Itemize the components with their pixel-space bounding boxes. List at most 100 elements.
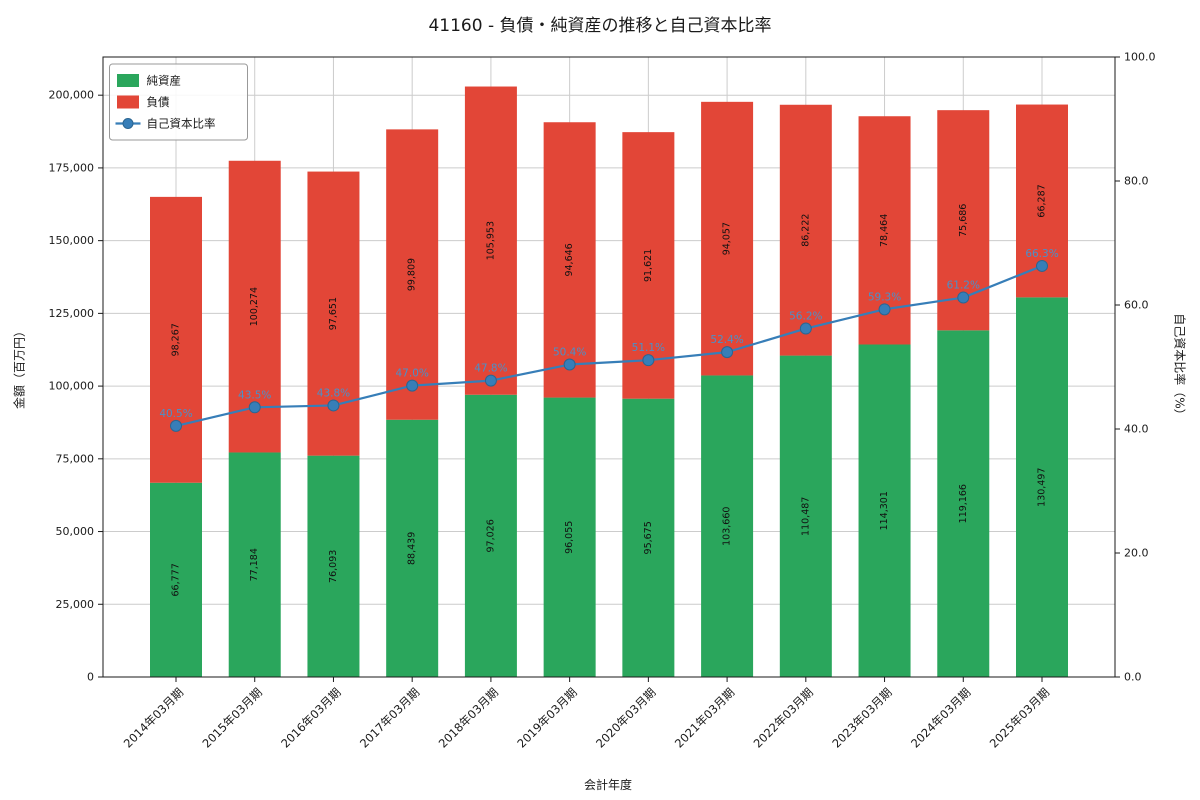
- legend-label: 純資産: [147, 74, 182, 88]
- ratio-marker: [721, 346, 734, 359]
- bar-value-label-net-assets: 96,055: [564, 521, 575, 554]
- x-tick-label: 2020年03月期: [593, 685, 658, 750]
- y-left-tick-label: 125,000: [49, 307, 95, 320]
- x-tick-label: 2023年03月期: [829, 685, 894, 750]
- legend-label: 自己資本比率: [147, 117, 216, 131]
- bar-value-label-liabilities: 86,222: [800, 214, 811, 247]
- bar-value-label-liabilities: 105,953: [485, 221, 496, 260]
- y-right-tick-label: 100.0: [1124, 51, 1156, 64]
- ratio-marker: [406, 379, 419, 392]
- bar-value-label-net-assets: 114,301: [879, 491, 890, 530]
- ratio-value-label: 50.4%: [553, 347, 586, 359]
- y-right-tick-label: 0.0: [1124, 671, 1142, 684]
- bar-value-label-net-assets: 76,093: [328, 550, 339, 583]
- bar-segment-net-assets: [1016, 297, 1068, 677]
- x-tick-label: 2014年03月期: [121, 685, 186, 750]
- x-axis-label: 会計年度: [583, 778, 632, 792]
- bar-segment-net-assets: [464, 394, 517, 677]
- y-left-tick-label: 25,000: [56, 598, 95, 611]
- ratio-line: [175, 264, 1043, 427]
- bar-value-label-net-assets: 97,026: [485, 519, 496, 552]
- ratio-marker: [1036, 259, 1048, 272]
- bar-value-label-liabilities: 91,621: [643, 249, 654, 282]
- ratio-value-label: 43.8%: [317, 387, 350, 399]
- x-tick-label: 2022年03月期: [751, 685, 816, 750]
- bar-segment-net-assets: [937, 330, 990, 677]
- ratio-value-label: 43.5%: [238, 389, 271, 401]
- y-left-tick-label: 100,000: [49, 380, 95, 393]
- bar-value-label-liabilities: 97,651: [328, 297, 339, 330]
- ratio-marker: [170, 419, 182, 432]
- bar-value-label-net-assets: 110,487: [800, 497, 811, 536]
- y-left-tick-label: 0: [87, 671, 94, 684]
- bar-segment-liabilities: [701, 101, 754, 376]
- y-right-tick-label: 40.0: [1124, 423, 1149, 436]
- ratio-marker: [563, 358, 576, 371]
- ratio-marker: [484, 374, 497, 387]
- x-tick-label: 2017年03月期: [357, 685, 422, 750]
- x-tick-label: 2021年03月期: [672, 685, 737, 750]
- ratio-value-label: 52.4%: [710, 334, 743, 346]
- bar-segment-liabilities: [779, 104, 832, 356]
- y-left-tick-label: 150,000: [49, 234, 95, 247]
- ratio-value-label: 51.1%: [632, 342, 665, 354]
- bar-segment-net-assets: [622, 398, 675, 677]
- bar-value-label-net-assets: 88,439: [407, 532, 418, 565]
- y-left-tick-label: 200,000: [49, 89, 95, 102]
- bar-segment-net-assets: [228, 452, 281, 677]
- ratio-marker: [957, 291, 970, 304]
- bar-value-label-liabilities: 94,646: [564, 243, 575, 276]
- bar-segment-liabilities: [464, 86, 517, 395]
- ratio-marker: [878, 303, 891, 316]
- legend-label: 負債: [147, 95, 170, 109]
- legend-marker-swatch: [122, 118, 134, 129]
- bar-segment-liabilities: [150, 196, 202, 483]
- x-tick-label: 2015年03月期: [200, 685, 265, 750]
- bar-value-label-net-assets: 66,777: [170, 563, 181, 596]
- y-left-tick-label: 50,000: [56, 525, 95, 538]
- legend-swatch: [117, 74, 139, 87]
- plot-border: [102, 56, 1116, 678]
- x-tick-label: 2018年03月期: [436, 685, 501, 750]
- legend-swatch: [117, 95, 139, 109]
- bar-segment-net-assets: [386, 419, 439, 677]
- bar-segment-net-assets: [150, 482, 202, 677]
- ratio-value-label: 47.0%: [396, 368, 429, 380]
- ratio-marker: [327, 399, 340, 412]
- ratio-value-label: 61.2%: [947, 280, 980, 292]
- x-tick-label: 2019年03月期: [514, 685, 579, 750]
- y-left-tick-label: 75,000: [56, 452, 95, 465]
- y-right-tick-label: 20.0: [1124, 547, 1149, 560]
- y-left-tick-label: 175,000: [49, 161, 95, 174]
- ratio-value-label: 66.3%: [1025, 248, 1058, 260]
- chart-title: 41160 - 負債・純資産の推移と自己資本比率: [428, 16, 772, 36]
- x-tick-label: 2024年03月期: [908, 685, 973, 750]
- bar-value-label-liabilities: 98,267: [171, 323, 182, 356]
- bar-value-label-liabilities: 66,287: [1037, 184, 1048, 217]
- bar-value-label-net-assets: 119,166: [958, 484, 969, 523]
- ratio-marker: [799, 322, 812, 335]
- bar-segment-net-assets: [701, 375, 754, 677]
- bar-value-label-liabilities: 99,809: [407, 258, 418, 291]
- bar-value-label-liabilities: 100,274: [249, 287, 260, 326]
- ratio-marker: [248, 401, 261, 414]
- ratio-value-label: 56.2%: [789, 311, 822, 323]
- ratio-marker: [642, 354, 655, 367]
- bar-value-label-liabilities: 94,057: [722, 222, 733, 255]
- bar-value-label-liabilities: 78,464: [879, 214, 890, 247]
- y-right-tick-label: 60.0: [1124, 299, 1149, 312]
- bar-value-label-net-assets: 95,675: [643, 521, 654, 554]
- bar-segment-net-assets: [543, 397, 596, 677]
- bar-segment-net-assets: [779, 355, 832, 677]
- x-tick-label: 2016年03月期: [278, 685, 343, 750]
- bar-segment-liabilities: [543, 122, 596, 398]
- bar-value-label-liabilities: 75,686: [958, 204, 969, 237]
- bar-segment-liabilities: [386, 129, 439, 420]
- legend-box: [109, 63, 248, 141]
- x-tick-label: 2025年03月期: [987, 685, 1052, 750]
- bar-value-label-net-assets: 130,497: [1037, 468, 1048, 507]
- ratio-value-label: 59.3%: [868, 291, 901, 303]
- bar-value-label-net-assets: 77,184: [249, 548, 260, 581]
